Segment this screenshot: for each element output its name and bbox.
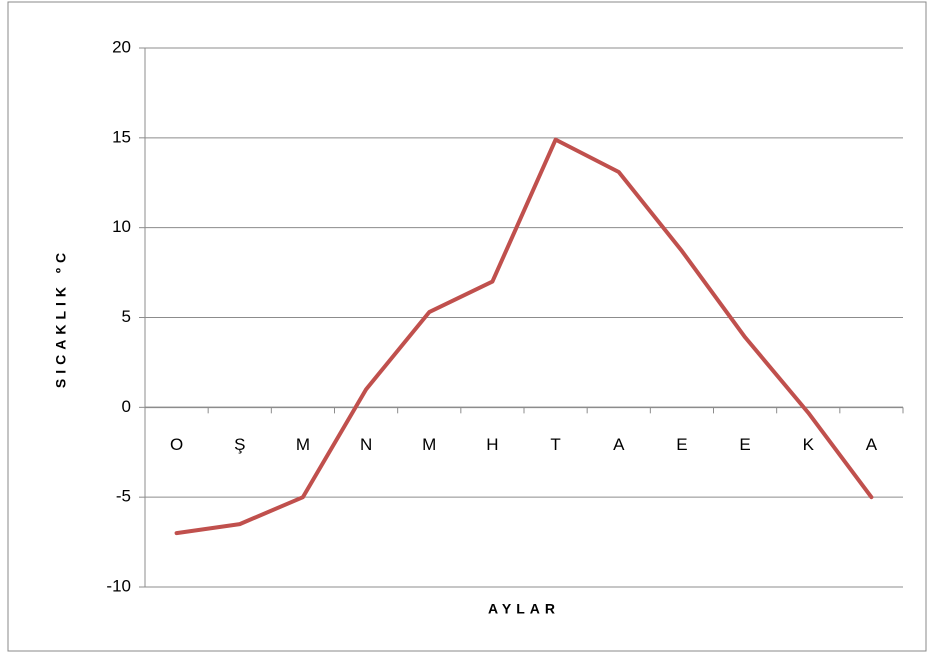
x-axis-title: AYLAR — [488, 601, 560, 617]
x-tick-label: M — [422, 435, 436, 454]
x-tick-label: O — [170, 435, 183, 454]
y-tick-label: 5 — [122, 307, 131, 326]
x-tick-label: A — [613, 435, 625, 454]
x-tick-label: K — [803, 435, 815, 454]
y-tick-label: 10 — [112, 217, 131, 236]
y-tick-label: 0 — [122, 397, 131, 416]
y-tick-label: -5 — [116, 487, 131, 506]
x-tick-label: M — [296, 435, 310, 454]
x-tick-label: N — [360, 435, 372, 454]
chart-border — [7, 1, 927, 652]
x-tick-label: Ş — [234, 435, 245, 454]
x-tick-label: T — [550, 435, 560, 454]
y-tick-label: 20 — [112, 37, 131, 56]
x-tick-label: A — [866, 435, 878, 454]
data-line — [174, 137, 874, 536]
x-tick-label: E — [676, 435, 687, 454]
y-tick-label: 15 — [112, 127, 131, 146]
x-tick-label: E — [739, 435, 750, 454]
x-tick-label: H — [486, 435, 498, 454]
y-axis-title: SICAKLIK ºC — [53, 248, 69, 388]
y-tick-label: -10 — [106, 576, 131, 595]
